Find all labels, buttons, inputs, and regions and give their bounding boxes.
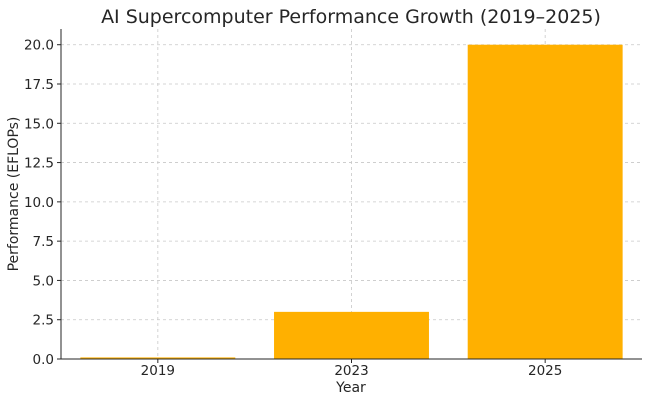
y-tick-label: 2.5: [33, 313, 54, 329]
bars: [80, 44, 623, 359]
y-tick-label: 0.0: [33, 352, 54, 368]
y-tick-labels: 0.0 2.5 5.0 7.5 10.0 12.5 15.0 17.5 20.0: [24, 38, 54, 368]
chart-title: AI Supercomputer Performance Growth (201…: [101, 6, 601, 28]
bar-2023: [274, 311, 429, 359]
bar-2025: [467, 44, 623, 359]
x-tick-label: 2023: [334, 363, 368, 379]
y-axis-label: Performance (EFLOPs): [6, 117, 22, 272]
x-tick-labels: 2019 2023 2025: [141, 363, 563, 379]
y-tick-label: 12.5: [24, 156, 54, 172]
y-tick-label: 7.5: [33, 234, 54, 250]
bar-2019: [80, 357, 236, 359]
x-tick-label: 2019: [141, 363, 175, 379]
x-tick-label: 2025: [528, 363, 562, 379]
y-tick-label: 15.0: [24, 116, 54, 132]
x-axis-label: Year: [335, 380, 366, 396]
axes: [57, 29, 642, 363]
y-tick-label: 10.0: [24, 195, 54, 211]
y-tick-label: 17.5: [24, 77, 54, 93]
y-tick-label: 20.0: [24, 38, 54, 54]
y-tick-label: 5.0: [33, 273, 54, 289]
